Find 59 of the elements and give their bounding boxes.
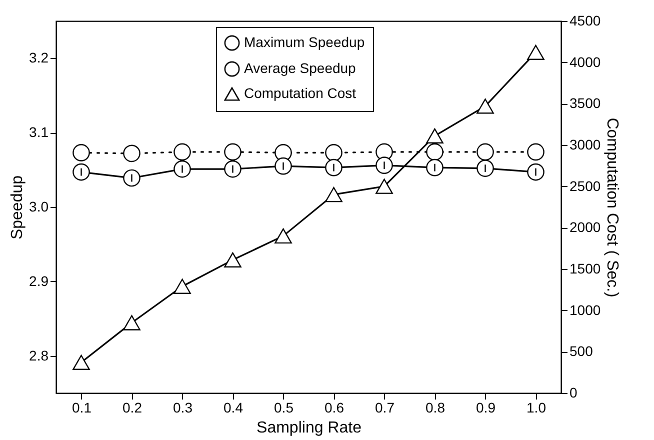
point — [123, 144, 140, 162]
y-tick-label: 3.1 — [29, 124, 49, 140]
x-axis-title: Sampling Rate — [256, 420, 362, 436]
y2-tick-label: 3500 — [570, 95, 601, 112]
x-tick-label: 0.2 — [122, 400, 142, 416]
point — [274, 157, 292, 175]
point — [72, 354, 90, 370]
point — [174, 160, 191, 178]
point — [476, 160, 494, 177]
y2-axis-title: Computation Cost ( Sec.) — [604, 118, 621, 298]
x-tick-label: 0.4 — [224, 400, 244, 416]
point — [476, 98, 494, 114]
point — [426, 143, 444, 161]
point — [174, 143, 191, 161]
point — [527, 143, 544, 161]
legend-label: Average Speedup — [244, 60, 356, 76]
x-tick-label: 0.9 — [476, 400, 496, 416]
x-tick-label: 0.3 — [173, 400, 193, 416]
y2-tick-label: 2500 — [570, 178, 601, 194]
point — [72, 163, 90, 181]
y-tick-label: 3.2 — [29, 50, 49, 66]
point — [376, 178, 393, 194]
point — [224, 143, 242, 161]
y-axis-title: Speedup — [9, 175, 26, 240]
y2-tick-label: 0 — [570, 384, 578, 400]
x-tick-label: 0.5 — [274, 400, 294, 416]
y-tick-label: 2.8 — [29, 347, 49, 364]
point — [224, 252, 242, 268]
point — [527, 44, 544, 60]
y-tick-label: 3.0 — [29, 198, 49, 214]
point — [527, 163, 544, 181]
point — [376, 156, 393, 174]
point — [174, 278, 191, 294]
point — [325, 158, 342, 176]
x-tick-label: 0.7 — [375, 400, 395, 416]
y2-tick-label: 500 — [570, 343, 594, 360]
point — [72, 144, 90, 162]
point — [426, 158, 444, 176]
point — [426, 128, 444, 144]
point — [123, 169, 140, 187]
x-tick-label: 0.8 — [426, 400, 446, 416]
point — [325, 144, 342, 162]
point — [224, 160, 242, 178]
y2-tick-label: 1000 — [570, 302, 601, 318]
y2-tick-label: 3000 — [570, 136, 601, 152]
point — [476, 143, 494, 161]
point — [274, 228, 292, 244]
y2-tick-label: 2000 — [570, 219, 601, 236]
legend-label: Maximum Speedup — [244, 34, 365, 50]
point — [325, 187, 342, 202]
point — [123, 315, 140, 330]
x-tick-label: 0.6 — [324, 400, 344, 416]
legend-label: Computation Cost — [244, 85, 356, 101]
y-tick-label: 2.9 — [29, 272, 49, 289]
x-tick-label: 1.0 — [526, 400, 546, 416]
x-tick-label: 0.1 — [72, 400, 92, 416]
y2-tick-label: 1500 — [570, 260, 601, 276]
y2-tick-label: 4000 — [570, 54, 601, 70]
y2-tick-label: 4500 — [570, 12, 601, 28]
